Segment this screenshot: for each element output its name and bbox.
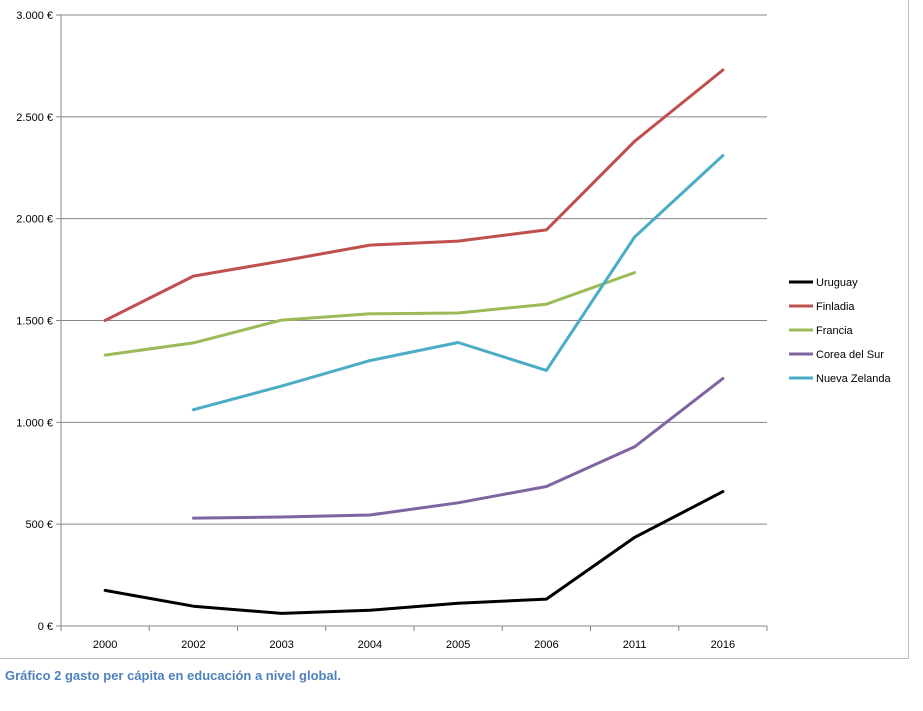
y-tick-label: 2.000 € <box>16 214 53 226</box>
legend-label-uruguay: Uruguay <box>816 277 858 289</box>
x-tick-label: 2011 <box>623 639 647 651</box>
series-line-uruguay <box>103 490 725 615</box>
chart-frame <box>0 0 909 659</box>
y-tick-label: 500 € <box>25 519 53 531</box>
legend-label-francia: Francia <box>816 325 854 337</box>
y-tick-label: 3.000 € <box>16 10 53 22</box>
figure-caption: Gráfico 2 gasto per cápita en educación … <box>5 668 341 683</box>
series-line-francia <box>103 271 637 357</box>
y-tick-label: 1.000 € <box>16 417 53 429</box>
x-tick-label: 2003 <box>269 639 293 651</box>
y-tick-label: 1.500 € <box>16 316 53 328</box>
series-line-corea-del-sur <box>191 377 725 520</box>
x-tick-label: 2006 <box>534 639 558 651</box>
x-tick-label: 2004 <box>358 639 382 651</box>
series-line-finladia <box>103 68 725 322</box>
x-tick-label: 2000 <box>93 639 117 651</box>
legend-label-nueva-zelanda: Nueva Zelanda <box>816 373 891 385</box>
y-tick-label: 0 € <box>38 621 53 633</box>
legend-label-finladia: Finladia <box>816 301 855 313</box>
line-chart: 0 € 500 € 1.000 € 1.500 € 2.000 € 2.500 € 3.00… <box>16 10 891 651</box>
legend-label-corea-del-sur: Corea del Sur <box>816 349 884 361</box>
x-tick-label: 2002 <box>181 639 205 651</box>
series-line-nueva-zelanda <box>191 154 725 412</box>
x-tick-label: 2016 <box>711 639 735 651</box>
y-tick-label: 2.500 € <box>16 112 53 124</box>
x-tick-label: 2005 <box>446 639 470 651</box>
